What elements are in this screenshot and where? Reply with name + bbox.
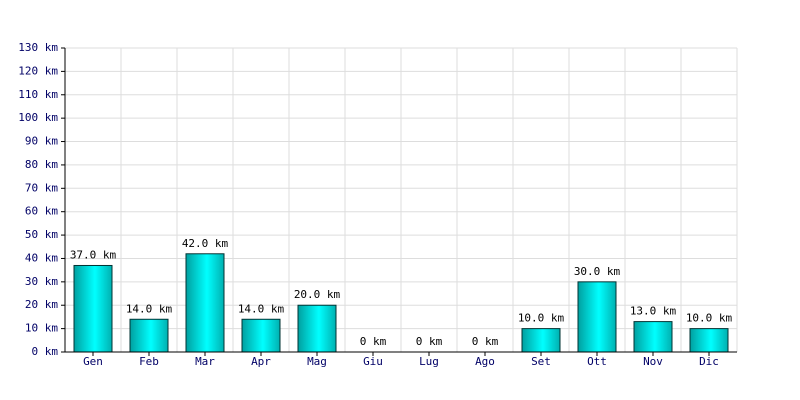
y-tick-label: 40 km [25,251,58,264]
bar [633,321,673,353]
data-label: 30.0 km [574,265,621,278]
bar [185,253,225,353]
y-tick-label: 10 km [25,322,58,335]
y-tick-label: 90 km [25,135,58,148]
data-label: 10.0 km [686,312,733,325]
data-label: 0 km [360,335,387,348]
data-label: 14.0 km [126,302,173,315]
y-tick-label: 20 km [25,298,58,311]
bar [241,318,281,353]
y-tick-label: 110 km [18,88,58,101]
x-tick-label: Lug [419,355,439,368]
data-label: 0 km [416,335,443,348]
x-tick-label: Giu [363,355,383,368]
x-tick-label: Dic [699,355,719,368]
x-tick-label: Apr [251,355,271,368]
x-tick-label: Feb [139,355,159,368]
y-tick-label: 80 km [25,158,58,171]
x-tick-label: Mar [195,355,215,368]
data-label: 20.0 km [294,288,341,301]
data-label: 0 km [472,335,499,348]
y-tick-label: 0 km [32,345,59,358]
y-tick-label: 120 km [18,64,58,77]
y-tick-label: 50 km [25,228,58,241]
data-label: 13.0 km [630,305,677,318]
x-tick-label: Mag [307,355,327,368]
y-tick-label: 30 km [25,275,58,288]
bar [577,281,617,353]
bar [129,318,169,353]
x-tick-label: Gen [83,355,103,368]
x-tick-label: Ago [475,355,495,368]
x-tick-label: Nov [643,355,663,368]
x-tick-label: Ott [587,355,607,368]
bar [689,328,729,353]
data-label: 10.0 km [518,312,565,325]
x-tick-label: Set [531,355,551,368]
bar [297,304,337,353]
bar [73,264,113,353]
y-tick-label: 130 km [18,41,58,54]
y-tick-label: 100 km [18,111,58,124]
data-label: 42.0 km [182,237,229,250]
data-label: 14.0 km [238,302,285,315]
data-label: 37.0 km [70,248,117,261]
y-tick-label: 70 km [25,181,58,194]
bar [521,328,561,353]
y-tick-label: 60 km [25,205,58,218]
